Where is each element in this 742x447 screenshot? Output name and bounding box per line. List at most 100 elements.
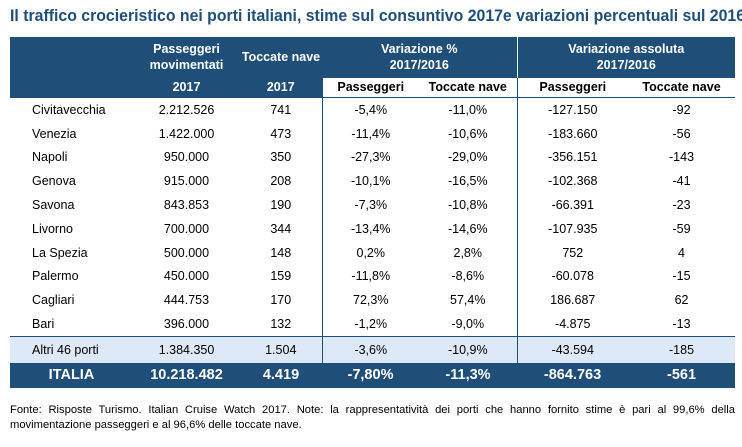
var-pct-passeggeri: -11,4% [321,121,419,146]
passeggeri-value: 450.000 [163,269,210,284]
port-name: Venezia [32,126,77,141]
toccate-value: 170 [270,293,292,308]
table-row: Venezia 1.422.000 473 -11,4% -10,6% -183… [10,121,735,146]
var-abs-toccate: 4 [678,245,685,260]
table-row: La Spezia 500.000 148 0,2% 2,8% 752 4 [10,240,735,265]
altri-porti-row: Altri 46 porti 1.384.350 1.504 -3,6% -10… [10,335,736,363]
port-name: Savona [32,198,75,213]
header-passeggeri: Passeggeri movimentati [133,37,240,78]
passeggeri-value: 915.000 [163,174,210,189]
var-abs-passeggeri: -43.594 [516,335,629,363]
port-name: Cagliari [32,293,75,308]
cruise-traffic-table: Passeggeri movimentati Toccate nave Vari… [10,37,736,388]
port-name: Bari [32,317,55,332]
source-note: Fonte: Risposte Turismo. Italian Cruise … [10,404,735,431]
port-name: Napoli [32,150,68,165]
var-abs-passeggeri: -127.150 [516,96,629,122]
toccate-value: 208 [270,174,292,189]
passeggeri-value: 444.753 [163,293,210,308]
var-pct-toccate: -14,6% [447,221,488,236]
var-pct-passeggeri: 0,2% [321,240,419,265]
var-abs-toccate: 62 [674,293,689,308]
passeggeri-value: 950.000 [163,150,210,165]
toccate-value: 473 [270,126,292,141]
var-pct-passeggeri: -3,6% [321,335,419,363]
var-abs-passeggeri: -4.875 [516,312,629,337]
total-row: ITALIA 10.218.482 4.419 -7,80% -11,3% -8… [10,362,736,388]
var-abs-toccate: -143 [669,150,695,165]
var-abs-passeggeri: -356.151 [516,145,629,170]
var-abs-passeggeri: 186.687 [516,288,629,313]
toccate-value: 159 [270,269,292,284]
passeggeri-value: 700.000 [163,221,210,236]
var-abs-passeggeri: -102.368 [516,169,629,194]
var-pct-passeggeri: -27,3% [321,145,419,170]
var-pct-toccate: -10,6% [447,126,488,141]
var-pct-passeggeri: -11,8% [321,264,419,289]
var-abs-passeggeri: 752 [516,240,629,265]
table-row: Savona 843.853 190 -7,3% -10,8% -66.391 … [10,193,735,217]
header-year-passeggeri: 2017 [133,77,240,98]
var-pct-toccate: -11,0% [419,96,518,122]
total-label: ITALIA [10,362,133,388]
var-abs-passeggeri: -183.660 [516,121,629,146]
var-abs-toccate: -92 [628,96,736,122]
table-row: Cagliari 444.753 170 72,3% 57,4% 186.687… [10,288,735,313]
var-pct-passeggeri: -13,4% [321,216,419,241]
var-pct-toccate: 57,4% [450,293,486,308]
table-title: Il traffico crocieristico nei porti ital… [10,7,742,25]
var-abs-passeggeri-total: -864.763 [517,362,629,388]
var-abs-toccate: -59 [672,221,691,236]
port-name: Civitavecchia [10,96,133,122]
header-variazione-assoluta: Variazione assoluta 2017/2016 [516,37,736,78]
var-pct-toccate: 2,8% [453,245,483,260]
table-row: Palermo 450.000 159 -11,8% -8,6% -60.078… [10,264,735,289]
header-variazione-pct: Variazione % 2017/2016 [322,37,518,78]
var-pct-toccate: -9,0% [451,317,485,332]
toccate-value: 190 [270,198,292,213]
table-row: Livorno 700.000 344 -13,4% -14,6% -107.9… [10,216,735,241]
header-port-blank-2 [10,77,133,98]
header-toccate: Toccate nave [240,37,322,78]
toccate-total: 4.419 [240,362,322,388]
passeggeri-total: 10.218.482 [133,362,240,388]
var-abs-passeggeri: -107.935 [516,216,629,241]
toccate-value: 350 [270,150,292,165]
passeggeri-value: 396.000 [163,317,210,332]
var-pct-passeggeri: -10,1% [321,169,419,194]
table-row: Napoli 950.000 350 -27,3% -29,0% -356.15… [10,145,735,170]
subheader-pass-pct: Passeggeri [321,77,419,98]
passeggeri-value: 500.000 [163,245,210,260]
var-abs-toccate: -13 [672,317,691,332]
var-pct-passeggeri: -1,2% [321,312,419,337]
table-row: Bari 396.000 132 -1,2% -9,0% -4.875 -13 [10,312,735,337]
toccate-value: 148 [270,245,292,260]
passeggeri-value: 843.853 [163,198,210,213]
header-port-blank [10,37,133,78]
var-abs-toccate: -56 [672,126,691,141]
port-name: Livorno [32,221,73,236]
var-abs-toccate: -23 [672,198,691,213]
var-abs-passeggeri: -60.078 [516,264,629,289]
port-name: Palermo [32,269,79,284]
var-abs-toccate-total: -561 [628,362,736,388]
header-year-toccate: 2017 [240,77,322,98]
var-pct-toccate: -10,8% [447,198,488,213]
var-pct-toccate: -8,6% [451,269,485,284]
port-name: Genova [32,174,76,189]
subheader-pass-abs: Passeggeri [516,77,629,98]
var-abs-toccate: -41 [672,174,691,189]
port-name: Altri 46 porti [10,335,133,363]
passeggeri-value: 2.212.526 [133,96,240,122]
var-pct-passeggeri-total: -7,80% [322,362,419,388]
var-pct-toccate: -29,0% [447,150,488,165]
passeggeri-value: 1.384.350 [133,335,240,363]
subheader-tocc-pct: Toccate nave [419,77,518,98]
var-pct-passeggeri: -5,4% [321,96,419,122]
var-pct-passeggeri: 72,3% [321,288,419,313]
toccate-value: 741 [240,96,322,122]
port-name: La Spezia [32,245,88,260]
toccate-value: 1.504 [240,335,322,363]
table-row: Genova 915.000 208 -10,1% -16,5% -102.36… [10,169,735,194]
table-row: Civitavecchia 2.212.526 741 -5,4% -11,0%… [10,96,736,122]
